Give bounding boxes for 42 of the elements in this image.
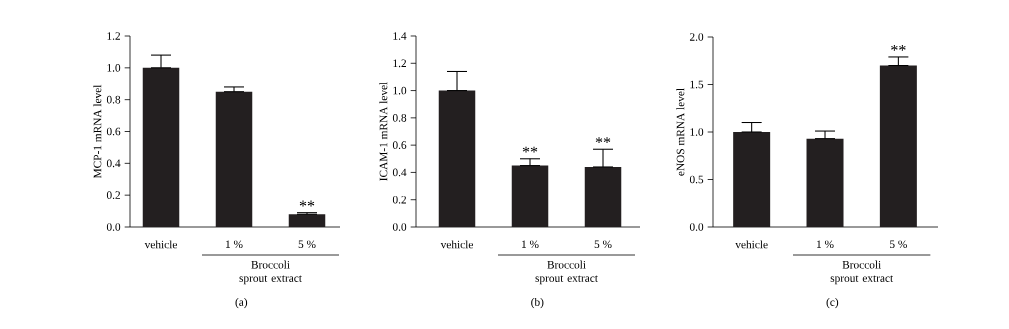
y-tick-label: 0.6: [106, 127, 121, 136]
x-tick-label: 1 %: [817, 240, 834, 249]
x-tick-label: vehicle: [144, 240, 177, 249]
y-tick-label: 0.0: [689, 223, 704, 231]
x-tick-label: 5 %: [594, 240, 612, 249]
text: Broccoli sprout extract: [239, 260, 302, 285]
text: (b): [531, 297, 544, 309]
y-tick-label: 0.0: [106, 223, 121, 231]
text: Broccoli sprout extract: [535, 260, 598, 285]
y-tick-label: 1.4: [393, 32, 407, 40]
annotation: **: [522, 146, 538, 153]
x-tick-label: 5 %: [890, 240, 907, 249]
x-tick-label: 5 %: [298, 240, 316, 249]
y-tick-label: 0.0: [392, 223, 407, 231]
y-tick-label: 0.8: [106, 95, 121, 104]
y-tick-label: 2.0: [689, 33, 704, 41]
text: Broccoli sprout extract: [830, 260, 894, 285]
x-tick-label: 1 %: [522, 240, 539, 249]
annotation: **: [595, 137, 611, 144]
y-axis-title: MCP-1 mRNA level: [93, 84, 102, 179]
annotation: **: [891, 44, 906, 51]
x-tick-label: vehicle: [440, 240, 473, 249]
y-tick-label: 1.5: [690, 80, 704, 89]
text: (a): [235, 297, 248, 309]
y-tick-label: 0.2: [392, 195, 406, 204]
y-tick-label: 1.0: [393, 86, 407, 95]
x-tick-label: 1 %: [226, 240, 243, 249]
y-tick-label: 0.8: [392, 114, 407, 122]
y-tick-label: 0.4: [392, 168, 407, 177]
text: (c): [826, 297, 839, 309]
annotation: **: [299, 200, 315, 207]
y-tick-label: 0.6: [392, 141, 407, 149]
y-axis-title: eNOS mRNA level: [676, 88, 685, 176]
y-tick-label: 1.0: [690, 128, 704, 136]
y-tick-label: 0.4: [106, 159, 121, 168]
y-axis-title: ICAM-1 mRNA level: [379, 81, 388, 181]
y-tick-label: 1.2: [393, 59, 406, 68]
y-tick-label: 0.2: [106, 191, 120, 200]
y-tick-label: 0.5: [689, 175, 704, 184]
y-tick-label: 1.2: [107, 32, 120, 40]
y-tick-label: 1.0: [107, 63, 121, 72]
x-tick-label: vehicle: [735, 240, 768, 249]
